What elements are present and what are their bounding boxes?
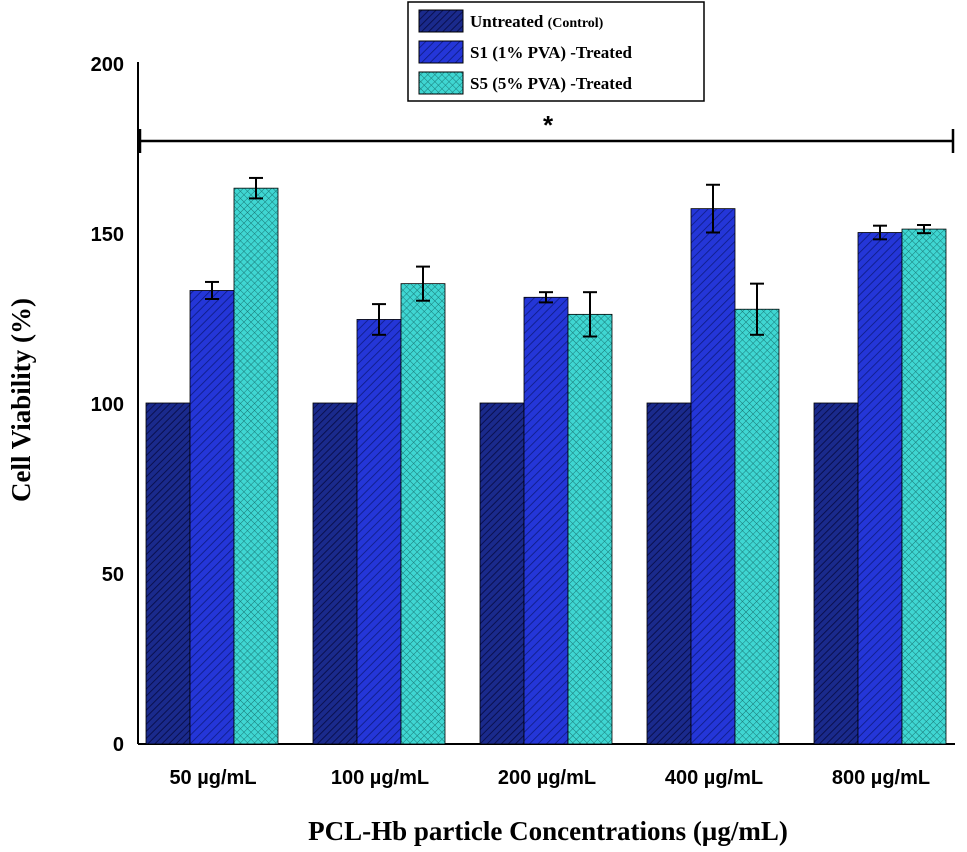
- legend-label: Untreated (Control): [470, 12, 604, 31]
- error-bar: [205, 280, 219, 300]
- significance-bracket: *: [138, 110, 955, 153]
- bar: [233, 187, 279, 745]
- error-bar: [539, 291, 553, 304]
- legend-label: S5 (5% PVA) -Treated: [470, 74, 633, 93]
- bar: [400, 283, 446, 745]
- y-tick-label: 200: [91, 54, 124, 76]
- x-axis-title: PCL-Hb particle Concentrations (µg/mL): [308, 816, 788, 846]
- bar: [523, 296, 569, 745]
- legend-swatch-untreated: [418, 9, 464, 33]
- error-bar: [583, 291, 597, 338]
- error-bar: [372, 303, 386, 336]
- x-tick-label: 400 µg/mL: [665, 767, 763, 789]
- y-tick-label: 50: [102, 564, 124, 586]
- y-axis-title: Cell Viability (%): [6, 298, 36, 502]
- bar: [646, 402, 692, 745]
- legend-label-suffix: (Control): [548, 16, 604, 31]
- bar: [145, 402, 191, 745]
- error-bar: [706, 183, 720, 234]
- y-tick-label: 100: [91, 394, 124, 416]
- bar: [734, 308, 780, 745]
- x-tick-label: 200 µg/mL: [498, 767, 596, 789]
- error-bar: [249, 176, 263, 200]
- bar: [813, 402, 859, 745]
- bar: [901, 228, 947, 745]
- bars-layer: [145, 176, 947, 745]
- x-tick-label: 800 µg/mL: [832, 767, 930, 789]
- legend: Untreated (Control) S1 (1% PVA) -Treated…: [407, 1, 705, 102]
- legend-label-main: Untreated: [470, 12, 544, 31]
- error-bar: [750, 282, 764, 336]
- error-bar: [416, 265, 430, 302]
- bar: [690, 208, 736, 745]
- bar: [479, 402, 525, 745]
- bar: [189, 290, 235, 745]
- legend-label: S1 (1% PVA) -Treated: [470, 43, 633, 62]
- significance-label: *: [543, 110, 554, 140]
- bar: [312, 402, 358, 745]
- error-bar: [917, 223, 931, 235]
- bar: [857, 232, 903, 745]
- x-tick-label: 50 µg/mL: [169, 767, 256, 789]
- error-bar: [873, 224, 887, 241]
- bar: [567, 313, 613, 745]
- legend-swatch-s1: [418, 40, 464, 64]
- legend-swatch-s5: [418, 71, 464, 95]
- x-tick-label: 100 µg/mL: [331, 767, 429, 789]
- bar: [356, 319, 402, 745]
- y-tick-label: 0: [113, 734, 124, 756]
- y-tick-label: 150: [91, 224, 124, 246]
